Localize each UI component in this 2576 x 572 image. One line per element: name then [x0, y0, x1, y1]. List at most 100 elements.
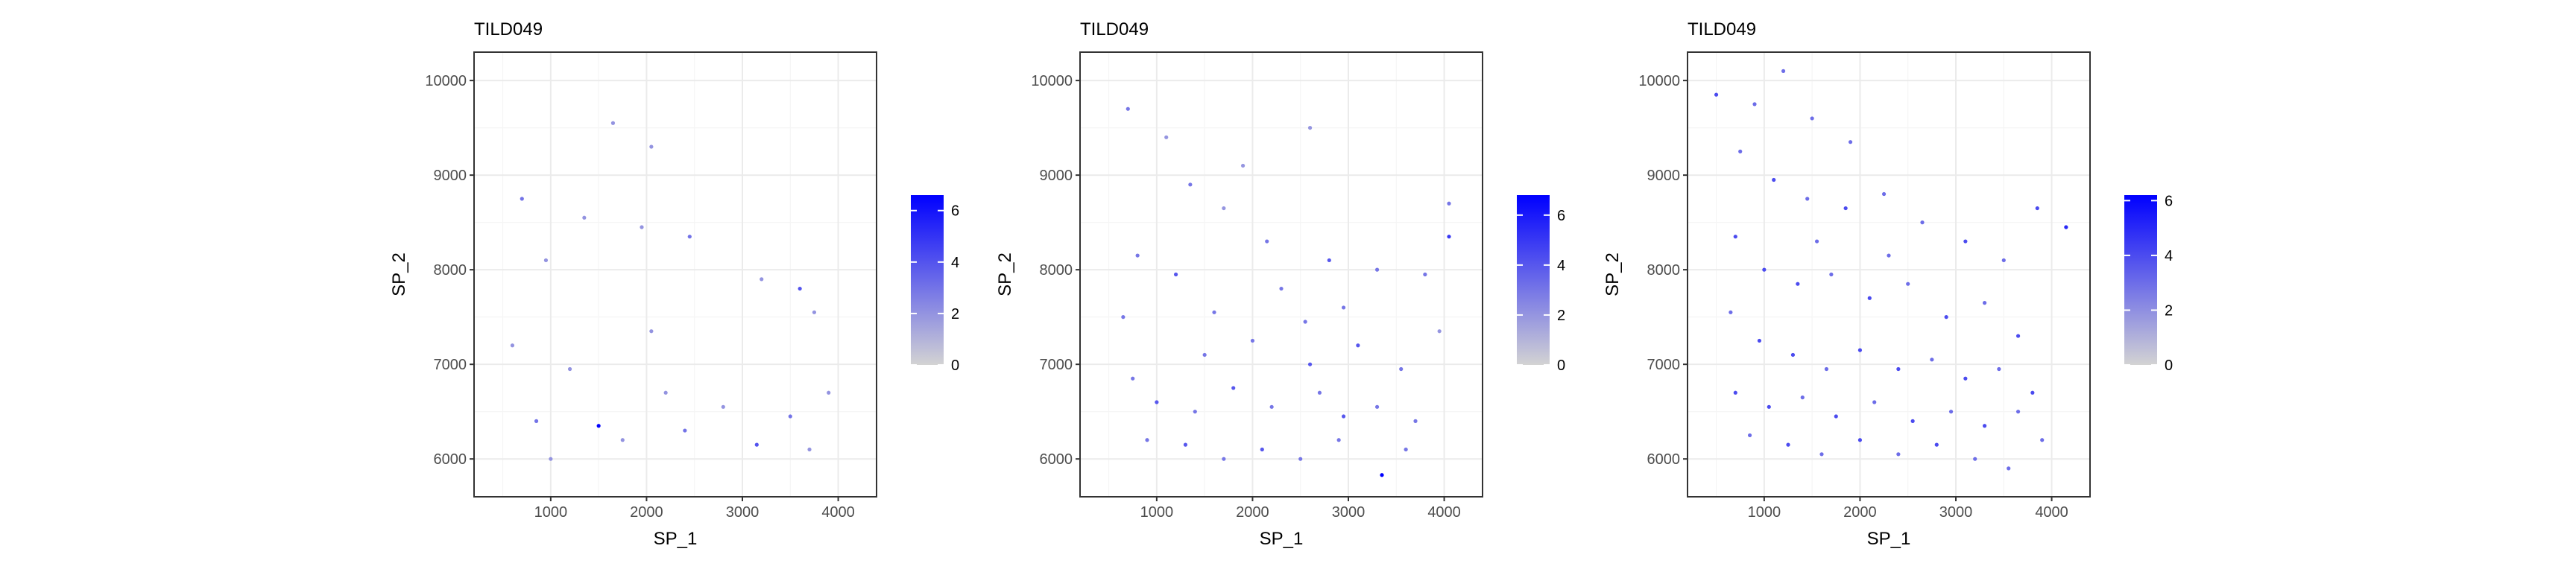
y-tick-label: 6000	[1040, 451, 1073, 468]
y-axis-title: SP_2	[995, 252, 1015, 296]
data-point	[1934, 442, 1939, 447]
y-tick-label: 8000	[1647, 262, 1681, 279]
data-point	[2015, 410, 2021, 414]
legend-tick-label: 0	[1557, 358, 1565, 374]
legend-tick-label: 0	[951, 358, 959, 374]
data-point	[1814, 239, 1819, 244]
data-point	[1307, 126, 1313, 130]
data-point	[1188, 182, 1193, 187]
data-point	[1857, 438, 1863, 442]
x-tick-label: 4000	[2035, 504, 2068, 521]
data-point	[1819, 452, 1824, 457]
data-point	[2035, 206, 2039, 211]
data-point	[1183, 442, 1188, 447]
data-point	[1997, 366, 2001, 372]
data-point	[2030, 390, 2035, 395]
data-point	[1269, 404, 1274, 409]
y-axis-title: SP_2	[1603, 252, 1623, 296]
data-point	[1336, 438, 1341, 442]
x-tick-label: 3000	[1939, 504, 1973, 521]
data-point	[1772, 177, 1776, 182]
data-point	[827, 390, 831, 395]
x-axis-title: SP_1	[1260, 529, 1304, 549]
data-point	[1948, 410, 1954, 414]
y-tick-label: 7000	[1647, 357, 1681, 373]
data-point	[1437, 329, 1442, 334]
data-point	[543, 258, 549, 263]
data-point	[1796, 282, 1800, 286]
data-point	[1298, 457, 1303, 461]
panel-border	[1687, 51, 2091, 498]
data-point	[549, 457, 553, 461]
data-point	[1135, 253, 1140, 258]
data-point	[1212, 310, 1216, 314]
data-point	[1867, 296, 1872, 300]
data-point	[1250, 338, 1255, 343]
data-point	[1145, 438, 1149, 442]
data-point	[1193, 410, 1197, 414]
data-point	[1752, 102, 1757, 107]
data-point	[798, 286, 802, 291]
x-axis-title: SP_1	[1867, 529, 1911, 549]
data-point	[1729, 310, 1733, 314]
legend-tick-label: 2	[2165, 302, 2173, 319]
data-point	[649, 144, 654, 149]
data-point	[1131, 376, 1135, 381]
data-point	[1164, 135, 1169, 139]
y-tick-label: 8000	[434, 262, 467, 279]
data-point	[1824, 366, 1829, 372]
data-point	[1944, 315, 1948, 320]
data-point	[1930, 358, 1934, 362]
data-point	[510, 343, 515, 348]
y-tick-label: 9000	[434, 168, 467, 184]
panel-background	[474, 52, 877, 497]
data-point	[683, 428, 687, 433]
data-point	[1786, 442, 1790, 447]
data-point	[1829, 272, 1834, 277]
y-tick-label: 10000	[1638, 73, 1680, 89]
data-point	[567, 366, 572, 372]
data-point	[1982, 424, 1987, 428]
data-point	[721, 404, 725, 409]
panel-background	[1080, 52, 1483, 497]
data-point	[1260, 447, 1264, 452]
legend-colorbar	[1517, 195, 1550, 365]
data-point	[1887, 253, 1891, 258]
data-point	[1848, 140, 1853, 144]
data-point	[520, 197, 524, 201]
data-point	[1973, 457, 1977, 461]
x-axis-title: SP_1	[654, 529, 698, 549]
legend-colorbar	[911, 195, 944, 365]
legend-colorbar	[2124, 195, 2157, 365]
data-point	[812, 310, 817, 314]
y-tick-label: 7000	[1040, 357, 1073, 373]
data-point	[760, 277, 764, 282]
data-point	[1265, 239, 1269, 244]
data-point	[1279, 286, 1284, 291]
y-tick-label: 9000	[1647, 168, 1681, 184]
data-point	[1805, 197, 1810, 201]
data-point	[1733, 390, 1737, 395]
data-point	[1231, 386, 1236, 390]
x-tick-label: 2000	[1843, 504, 1877, 521]
data-point	[1222, 206, 1226, 211]
data-point	[1762, 267, 1767, 272]
data-point	[1906, 282, 1910, 286]
legend-tick-label: 6	[1557, 208, 1565, 224]
data-point	[2040, 438, 2045, 442]
data-point	[754, 442, 759, 447]
panel-background	[1688, 52, 2090, 497]
data-point	[663, 390, 668, 395]
data-point	[1714, 92, 1719, 97]
panel-border	[473, 51, 877, 498]
data-point	[1413, 419, 1418, 423]
facet-panel-3: 1000 2000 3000 4000 6000 7000 8000 9000 10000 TIL…	[1603, 19, 2173, 549]
x-tick-label: 2000	[630, 504, 663, 521]
legend-tick-label: 2	[1557, 308, 1565, 324]
y-tick-label: 7000	[434, 357, 467, 373]
data-point	[2015, 334, 2021, 338]
data-point	[1303, 320, 1307, 324]
data-point	[1982, 301, 1987, 305]
x-tick-label: 3000	[1332, 504, 1366, 521]
